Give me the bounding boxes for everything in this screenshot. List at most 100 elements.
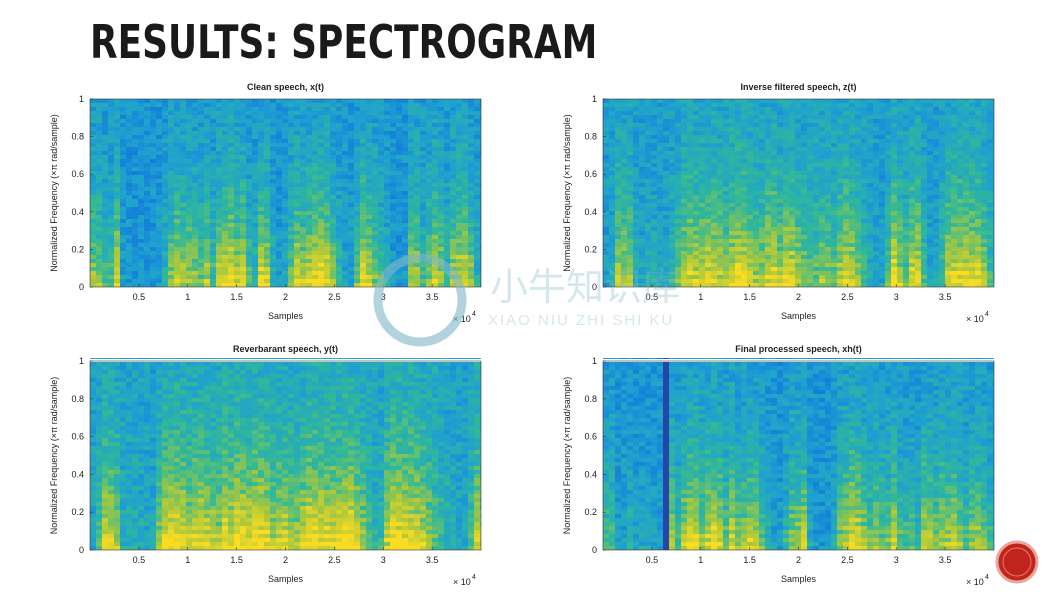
spectrogram-cell xyxy=(240,143,246,147)
spectrogram-cell xyxy=(771,247,777,251)
spectrogram-cell xyxy=(336,151,342,155)
spectrogram-cell xyxy=(354,235,360,239)
spectrogram-cell xyxy=(831,271,837,275)
spectrogram-cell xyxy=(717,255,723,259)
spectrogram-cell xyxy=(234,123,240,127)
spectrogram-cell xyxy=(378,227,384,231)
spectrogram-cell xyxy=(444,139,450,143)
spectrogram-cell xyxy=(717,223,723,227)
spectrogram-cell xyxy=(687,159,693,163)
spectrogram-cell xyxy=(627,227,633,231)
spectrogram-cell xyxy=(663,111,669,115)
spectrogram-cell xyxy=(711,167,717,171)
spectrogram-cell xyxy=(240,119,246,123)
spectrogram-cell xyxy=(645,227,651,231)
spectrogram-cell xyxy=(162,251,168,255)
spectrogram-cell xyxy=(759,111,765,115)
spectrogram-cell xyxy=(621,135,627,139)
spectrogram-cell xyxy=(354,263,360,267)
spectrogram-cell xyxy=(186,159,192,163)
spectrogram-cell xyxy=(468,107,474,111)
spectrogram-cell xyxy=(336,223,342,227)
spectrogram-cell xyxy=(444,143,450,147)
spectrogram-cell xyxy=(366,175,372,179)
spectrogram-cell xyxy=(222,135,228,139)
spectrogram-cell xyxy=(180,131,186,135)
spectrogram-cell xyxy=(342,159,348,163)
spectrogram-cell xyxy=(408,243,414,247)
spectrogram-cell xyxy=(444,171,450,175)
spectrogram-cell xyxy=(234,167,240,171)
spectrogram-cell xyxy=(819,207,825,211)
spectrogram-cell xyxy=(246,195,252,199)
spectrogram-cell xyxy=(264,279,270,283)
spectrogram-cell xyxy=(330,131,336,135)
spectrogram-cell xyxy=(456,231,462,235)
spectrogram-cell xyxy=(294,179,300,183)
spectrogram-cell xyxy=(627,107,633,111)
spectrogram-cell xyxy=(210,203,216,207)
spectrogram-cell xyxy=(156,179,162,183)
spectrogram-cell xyxy=(801,183,807,187)
spectrogram-cell xyxy=(831,143,837,147)
spectrogram-cell xyxy=(474,151,480,155)
spectrogram-cell xyxy=(609,147,615,151)
spectrogram-cell xyxy=(378,255,384,259)
spectrogram-cell xyxy=(270,251,276,255)
spectrogram-cell xyxy=(258,99,264,103)
spectrogram-cell xyxy=(789,111,795,115)
spectrogram-cell xyxy=(825,107,831,111)
spectrogram-cell xyxy=(795,167,801,171)
spectrogram-cell xyxy=(414,247,420,251)
spectrogram-cell xyxy=(807,115,813,119)
spectrogram-cell xyxy=(432,107,438,111)
spectrogram-cell xyxy=(831,111,837,115)
spectrogram-cell xyxy=(609,127,615,131)
spectrogram-cell xyxy=(336,267,342,271)
spectrogram-cell xyxy=(729,219,735,223)
spectrogram-cell xyxy=(777,247,783,251)
spectrogram-cell xyxy=(633,247,639,251)
spectrogram-cell xyxy=(270,283,276,287)
spectrogram-cell xyxy=(312,111,318,115)
spectrogram-cell xyxy=(819,119,825,123)
spectrogram-cell xyxy=(246,167,252,171)
spectrogram-cell xyxy=(783,255,789,259)
spectrogram-cell xyxy=(246,223,252,227)
spectrogram-cell xyxy=(663,123,669,127)
spectrogram-cell xyxy=(216,111,222,115)
spectrogram-cell xyxy=(378,195,384,199)
spectrogram-cell xyxy=(831,115,837,119)
spectrogram-cell xyxy=(801,175,807,179)
spectrogram-cell xyxy=(240,159,246,163)
spectrogram-cell xyxy=(108,187,114,191)
spectrogram-cell xyxy=(693,151,699,155)
spectrogram-cell xyxy=(759,227,765,231)
spectrogram-cell xyxy=(681,139,687,143)
spectrogram-cell xyxy=(420,239,426,243)
spectrogram-cell xyxy=(747,267,753,271)
spectrogram-cell xyxy=(252,191,258,195)
spectrogram-cell xyxy=(90,263,96,267)
spectrogram-cell xyxy=(168,171,174,175)
spectrogram-cell xyxy=(180,119,186,123)
spectrogram-cell xyxy=(264,243,270,247)
spectrogram-cell xyxy=(306,131,312,135)
spectrogram-cell xyxy=(360,251,366,255)
spectrogram-cell xyxy=(831,235,837,239)
spectrogram-cell xyxy=(693,239,699,243)
spectrogram-cell xyxy=(132,103,138,107)
spectrogram-cell xyxy=(102,115,108,119)
spectrogram-cell xyxy=(108,203,114,207)
spectrogram-cell xyxy=(378,103,384,107)
spectrogram-cell xyxy=(396,147,402,151)
spectrogram-cell xyxy=(330,103,336,107)
spectrogram-cell xyxy=(132,183,138,187)
spectrogram-cell xyxy=(615,167,621,171)
spectrogram-cell xyxy=(747,103,753,107)
spectrogram-cell xyxy=(300,127,306,131)
spectrogram-cell xyxy=(204,199,210,203)
spectrogram-cell xyxy=(306,167,312,171)
spectrogram-cell xyxy=(126,123,132,127)
spectrogram-cell xyxy=(366,111,372,115)
